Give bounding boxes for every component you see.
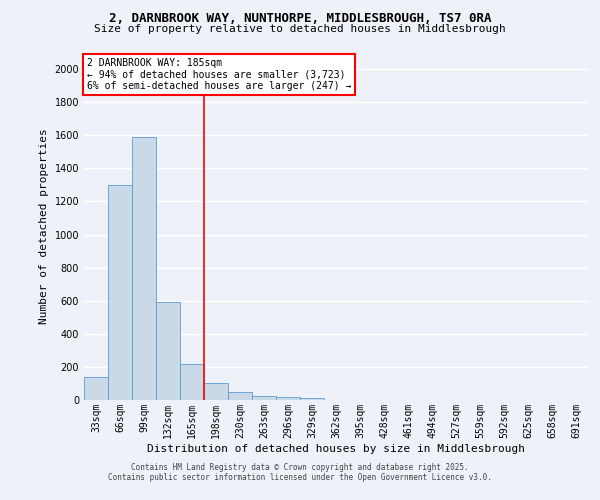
Bar [252,396,276,400]
Bar [300,398,324,400]
Text: Contains public sector information licensed under the Open Government Licence v3: Contains public sector information licen… [108,472,492,482]
Text: Size of property relative to detached houses in Middlesbrough: Size of property relative to detached ho… [94,24,506,34]
Bar [204,384,228,400]
Bar [228,392,252,400]
Text: 2, DARNBROOK WAY, NUNTHORPE, MIDDLESBROUGH, TS7 0RA: 2, DARNBROOK WAY, NUNTHORPE, MIDDLESBROU… [109,12,491,26]
Bar [156,302,180,400]
X-axis label: Distribution of detached houses by size in Middlesbrough: Distribution of detached houses by size … [147,444,525,454]
Text: 2 DARNBROOK WAY: 185sqm
← 94% of detached houses are smaller (3,723)
6% of semi-: 2 DARNBROOK WAY: 185sqm ← 94% of detache… [86,58,351,91]
Bar [180,364,204,400]
Bar [276,397,300,400]
Text: Contains HM Land Registry data © Crown copyright and database right 2025.: Contains HM Land Registry data © Crown c… [131,462,469,471]
Bar [108,185,132,400]
Y-axis label: Number of detached properties: Number of detached properties [39,128,49,324]
Bar [84,377,108,400]
Bar [132,137,156,400]
